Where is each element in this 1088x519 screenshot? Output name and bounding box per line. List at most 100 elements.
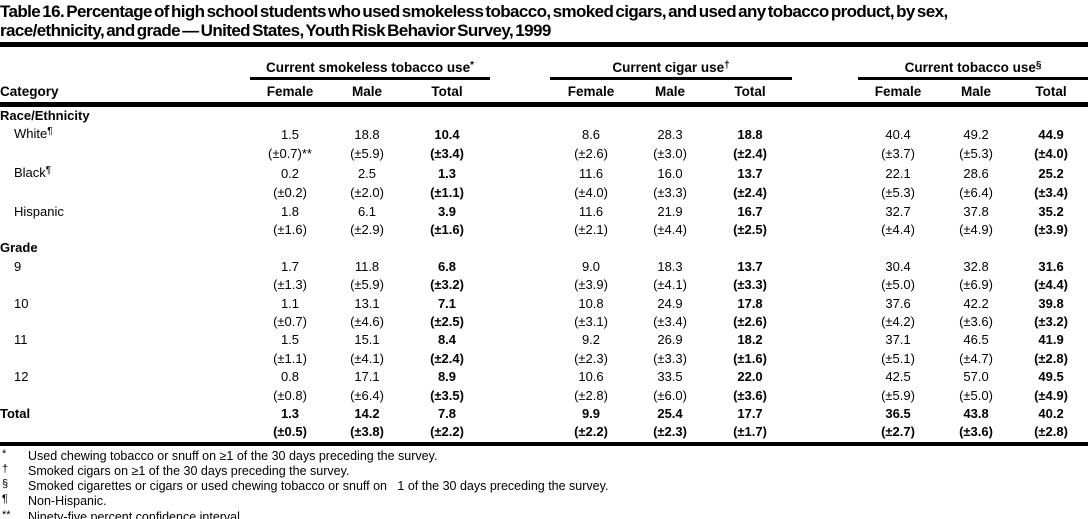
column-header-female: Female <box>550 78 632 107</box>
ci-cell: (±0.2) <box>273 185 307 201</box>
ci-cell: (±4.9) <box>1034 387 1068 403</box>
ci-cell: (±2.4) <box>430 350 464 366</box>
ci-cell: (±2.0) <box>350 185 384 201</box>
value-cell: 18.8 <box>354 126 380 142</box>
table-row-ci: (±0.5) (±3.8) (±2.2) (±2.2) (±2.3) (±1.7) (±2.… <box>0 423 1088 441</box>
value-cell: 1.3 <box>280 406 300 421</box>
group-header-cigar: Current cigar use† <box>550 56 793 80</box>
column-header-total: Total <box>708 78 793 107</box>
table-row-ci: (±1.6) (±2.9) (±1.6) (±2.1) (±4.4) (±2.5) (±4.… <box>0 221 1088 239</box>
column-gap <box>792 258 858 276</box>
ci-cell: (±3.3) <box>653 350 687 366</box>
ci-cell: (±2.5) <box>733 221 767 237</box>
footnote-marker-dagger: † <box>724 59 730 71</box>
ci-cell: (±5.9) <box>350 277 384 293</box>
ci-cell: (±3.9) <box>574 277 608 293</box>
row-label: Black¶ <box>14 164 52 180</box>
table-row: 9 1.7 11.8 6.8 9.0 18.3 13.7 30.4 32.8 31.6 <box>0 258 1088 276</box>
row-label-empty <box>0 423 250 441</box>
column-gap <box>792 423 858 441</box>
ci-cell: (±4.6) <box>350 313 384 329</box>
ci-cell: (±5.3) <box>881 185 915 201</box>
ci-cell: (±4.2) <box>881 313 915 329</box>
ci-cell: (±1.1) <box>430 185 464 201</box>
value-cell: 18.3 <box>657 258 683 274</box>
value-cell: 26.9 <box>657 332 683 348</box>
ci-cell: (±2.8) <box>1034 350 1068 366</box>
value-cell: 30.4 <box>885 258 911 274</box>
value-cell: 14.2 <box>354 406 380 421</box>
value-cell: 13.7 <box>737 258 763 274</box>
footnote-marker: ** <box>2 508 11 519</box>
ci-cell: (±5.3) <box>959 146 993 162</box>
column-gap <box>792 184 858 202</box>
title-rule <box>0 42 1088 47</box>
footnote-marker-pilcrow: ¶ <box>45 164 52 176</box>
value-cell: 17.8 <box>737 295 763 311</box>
table-row-ci: (±1.1) (±4.1) (±2.4) (±2.3) (±3.3) (±1.6) (±5.… <box>0 350 1088 368</box>
column-gap <box>792 313 858 331</box>
ci-cell: (±1.6) <box>273 221 307 237</box>
table-title-line1: Table 16. Percentage of high school stud… <box>0 2 948 21</box>
footnote-text: Used chewing tobacco or snuff on ≥1 of t… <box>28 448 438 463</box>
value-cell: 8.6 <box>581 126 601 142</box>
value-cell: 8.9 <box>437 369 457 385</box>
value-cell: 0.8 <box>280 369 300 385</box>
row-label-empty <box>0 221 250 239</box>
value-cell: 16.7 <box>737 203 763 219</box>
group-header-spacer <box>490 56 550 78</box>
row-label-empty <box>0 145 250 163</box>
ci-cell: (±6.0) <box>653 387 687 403</box>
value-cell: 13.1 <box>354 295 380 311</box>
table-bottom-rule <box>0 441 1088 446</box>
table-row-ci: (±0.8) (±6.4) (±3.5) (±2.8) (±6.0) (±3.6) (±5.… <box>0 387 1088 405</box>
ci-cell: (±3.8) <box>350 424 384 440</box>
value-cell: 7.1 <box>437 295 457 311</box>
table-row-ci: (±0.7) (±4.6) (±2.5) (±3.1) (±3.4) (±2.6) (±4.… <box>0 313 1088 331</box>
ci-cell: (±3.4) <box>430 146 464 162</box>
column-gap <box>792 164 858 184</box>
ci-cell: (±5.9) <box>350 146 384 162</box>
value-cell: 35.2 <box>1038 203 1064 219</box>
ci-cell: (±2.2) <box>430 424 464 440</box>
column-gap <box>490 387 550 405</box>
column-header-male: Male <box>330 78 404 107</box>
value-cell: 36.5 <box>885 406 911 421</box>
ci-cell: (±3.7) <box>881 146 915 162</box>
row-label: Hispanic <box>14 203 64 219</box>
value-cell: 1.5 <box>280 126 300 142</box>
ci-cell: (±4.1) <box>653 277 687 293</box>
value-cell: 17.7 <box>737 406 763 421</box>
row-label-empty <box>0 184 250 202</box>
column-gap <box>490 405 550 423</box>
value-cell: 18.2 <box>737 332 763 348</box>
value-cell: 10.8 <box>578 295 604 311</box>
table-row: 10 1.1 13.1 7.1 10.8 24.9 17.8 37.6 42.2 39.8 <box>0 295 1088 313</box>
column-gap <box>490 164 550 184</box>
table-row: Total 1.3 14.2 7.8 9.9 25.4 17.7 36.5 43.8 40.2 <box>0 405 1088 423</box>
ci-cell: (±3.4) <box>1034 185 1068 201</box>
row-label-empty <box>0 387 250 405</box>
section-header: Race/Ethnicity <box>0 107 90 123</box>
group-header-row: Current smokeless tobacco use* Current c… <box>0 56 1088 80</box>
value-cell: 37.6 <box>885 295 911 311</box>
row-label: 11 <box>14 332 28 348</box>
footnote-marker-section: § <box>1035 59 1042 71</box>
value-cell: 6.8 <box>437 258 457 274</box>
ci-cell: (±3.5) <box>430 387 464 403</box>
ci-cell: (±3.0) <box>653 146 687 162</box>
ci-cell: (±3.1) <box>574 313 608 329</box>
group-header-tobacco: Current tobacco use§ <box>858 56 1088 80</box>
value-cell: 24.9 <box>657 295 683 311</box>
column-header-total: Total <box>1014 78 1088 107</box>
footnote: ** Ninety-five percent confidence interva… <box>0 508 1088 519</box>
value-cell: 25.4 <box>657 406 683 421</box>
ci-cell: (±4.1) <box>350 350 384 366</box>
value-cell: 21.9 <box>657 203 683 219</box>
value-cell: 37.8 <box>963 203 989 219</box>
column-gap <box>792 125 858 145</box>
value-cell: 1.3 <box>437 165 457 181</box>
ci-cell: (±6.4) <box>959 185 993 201</box>
table-body: Race/Ethnicity White¶ 1.5 18.8 10.4 8.6 28.3 18… <box>0 104 1088 442</box>
ci-cell: (±2.1) <box>574 221 608 237</box>
